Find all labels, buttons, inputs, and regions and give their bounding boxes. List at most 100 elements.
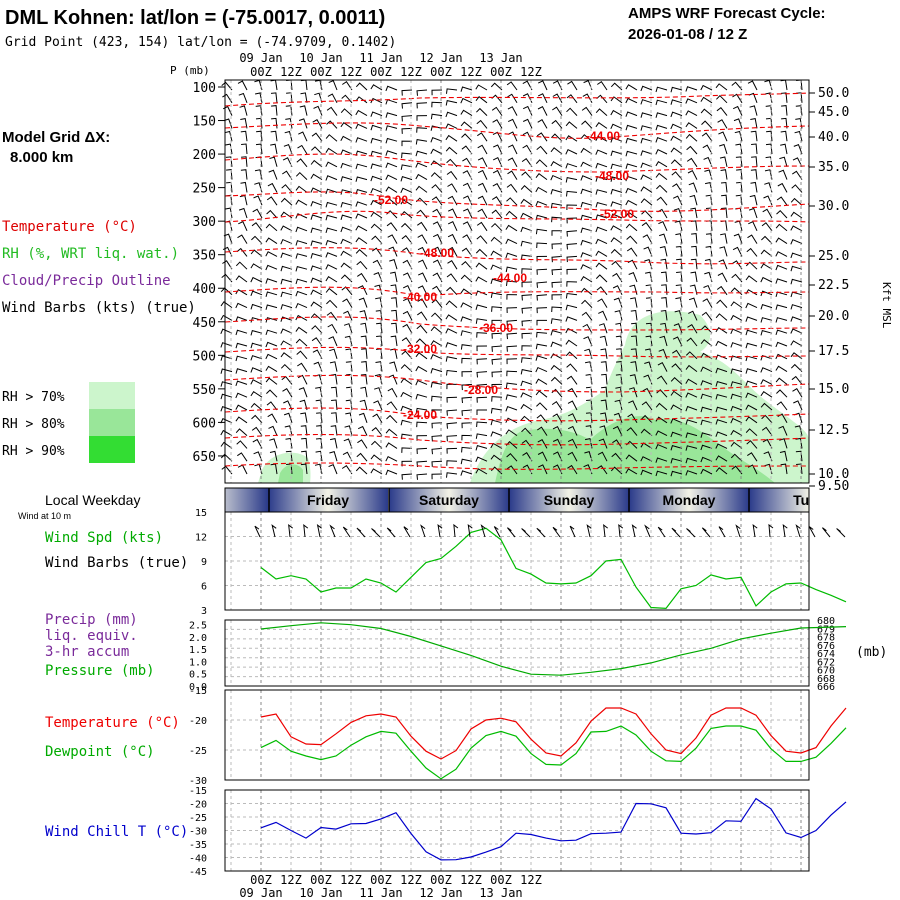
wind-barb (745, 329, 758, 336)
top-hour-label: 12Z (460, 65, 482, 79)
wind-speed-panel: 15 12 9 6 3 (195, 508, 847, 617)
wind-barb (345, 412, 353, 423)
wind-barb (670, 86, 683, 93)
surface-wind-barb (782, 523, 788, 538)
y-tick-label: -35 (189, 840, 207, 851)
surface-wind-barb (631, 524, 637, 538)
weekday-name: Sunday (544, 492, 595, 508)
y2-tick-label: 668 (817, 674, 835, 685)
top-hour-labels: 00Z 12Z 00Z 12Z 00Z 12Z 00Z 12Z 00Z 12Z (250, 65, 542, 79)
wind-barb (390, 335, 398, 347)
wind-barb (220, 405, 233, 412)
wind-barb (552, 413, 563, 424)
wind-barb (265, 377, 278, 385)
wind-barb (460, 470, 473, 476)
wind-barb (370, 97, 383, 104)
wind-barb (390, 271, 398, 283)
wind-barb (431, 409, 443, 415)
wind-barb (551, 216, 563, 223)
wind-barb (237, 452, 248, 462)
wind-barb (581, 106, 593, 116)
wind-barb (505, 429, 518, 437)
wind-barb (225, 143, 233, 155)
wind-barb (610, 176, 623, 182)
wind-barb (565, 163, 578, 169)
wind-barb (641, 401, 653, 411)
wind-barb (476, 332, 488, 338)
wind-chill-label: Wind Chill T (°C) (45, 824, 188, 840)
wind-barb (595, 214, 608, 220)
wind-barb (280, 197, 293, 206)
wind-barb (340, 250, 353, 257)
wind-barb (610, 188, 623, 195)
wind-barb (675, 233, 683, 244)
wind-barb (401, 473, 413, 480)
rh-legend-swatch (89, 436, 135, 463)
y-tick-label: 15 (195, 508, 207, 519)
wind-barb (776, 401, 788, 411)
y-tick-label: 2.5 (189, 621, 207, 632)
wind-barb (775, 329, 788, 336)
wind-barb (780, 463, 788, 475)
y-tick-label: -25 (189, 813, 207, 824)
surface-wind-barb (386, 527, 396, 538)
wind-barb (776, 389, 788, 398)
wind-barb (446, 396, 458, 403)
wind-barb (295, 338, 308, 347)
wind-barb (521, 439, 533, 449)
wind-barb (730, 393, 743, 400)
isotherm-line (224, 407, 810, 422)
wind-barb (432, 285, 443, 296)
wind-barb (715, 367, 728, 374)
wind-barb (655, 149, 668, 155)
wind-barb (566, 375, 578, 385)
wind-barb (402, 310, 413, 321)
weekday-name: Friday (307, 492, 349, 508)
wind-barb (265, 329, 278, 336)
bottom-date-label: 11 Jan (359, 886, 402, 900)
wind-barb (670, 390, 683, 398)
wind-barb (295, 326, 308, 334)
wind-barb (431, 312, 443, 321)
wind-barb (551, 255, 563, 263)
wind-barb (505, 417, 518, 424)
isotherm-line (224, 316, 810, 331)
wind-barb (521, 294, 533, 301)
wind-barb (280, 316, 293, 322)
surface-wind-barb (768, 523, 774, 538)
wind-barb (415, 379, 428, 386)
top-date-label: 09 Jan (239, 51, 282, 65)
wind-barb (625, 97, 638, 104)
wind-barb (685, 378, 698, 385)
wind-speed-line (260, 527, 847, 610)
wind-barb (280, 238, 293, 245)
wind-barb (370, 187, 383, 194)
wind-barb (240, 130, 248, 142)
wind-barb (685, 364, 698, 372)
wind-barb (779, 438, 788, 449)
wind-barb (521, 319, 533, 327)
wind-barb (355, 225, 368, 232)
wind-barb (400, 391, 413, 398)
wind-barb (341, 465, 353, 475)
temperature-label: Temperature (°C) (45, 715, 180, 731)
wind-barb (614, 310, 623, 321)
wind-barb (325, 287, 338, 296)
wind-barb (507, 157, 518, 168)
legend-item: RH (%, WRT liq. wat.) (2, 246, 179, 262)
wind-barb (615, 322, 623, 334)
wind-barb (793, 143, 803, 155)
wind-barb (585, 425, 593, 436)
wind-barb (719, 143, 728, 155)
wind-barb (625, 163, 638, 169)
wind-barb (490, 264, 503, 270)
wind-barb (535, 159, 548, 168)
wind-barb (762, 208, 773, 219)
wind-barb (280, 340, 293, 347)
wind-barb (417, 246, 428, 257)
wind-barb (490, 250, 503, 257)
wind-barb (536, 331, 548, 338)
wind-barb (462, 221, 473, 232)
y-tick-label: 1.0 (189, 657, 207, 668)
wind-barb (566, 230, 578, 237)
